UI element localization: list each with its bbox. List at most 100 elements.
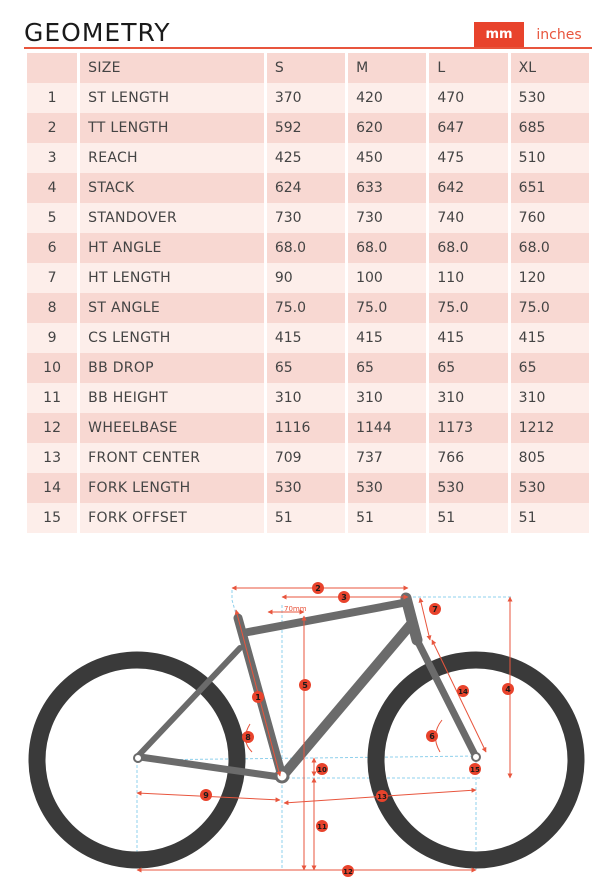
row-index: 15 — [27, 503, 78, 533]
table-row: 3 REACH 425 450 475 510 — [27, 143, 589, 173]
value-xl: 310 — [510, 383, 589, 413]
row-label: ST ANGLE — [80, 293, 264, 323]
table-row: 11 BB HEIGHT 310 310 310 310 — [27, 383, 589, 413]
header-cell-s: S — [266, 53, 346, 83]
dim-fork-length — [431, 639, 487, 753]
table-row: 10 BB DROP 65 65 65 65 — [27, 353, 589, 383]
dimension-marker-14 — [457, 685, 469, 697]
dimension-marker-label: 12 — [343, 868, 353, 876]
dimension-marker-8 — [242, 731, 254, 743]
bottom-bracket — [274, 768, 290, 784]
dimension-marker-15 — [469, 763, 481, 775]
dimension-marker-label: 7 — [432, 605, 438, 614]
row-label: ST LENGTH — [80, 83, 264, 113]
row-index: 13 — [27, 443, 78, 473]
value-s: 425 — [266, 143, 346, 173]
dimension-marker-label: 15 — [470, 766, 480, 774]
page-title: GEOMETRY — [24, 18, 171, 47]
table-row: 2 TT LENGTH 592 620 647 685 — [27, 113, 589, 143]
chain-stay — [136, 753, 284, 781]
value-xl: 51 — [510, 503, 589, 533]
top-tube — [239, 598, 412, 637]
value-l: 310 — [429, 383, 508, 413]
value-m: 310 — [348, 383, 427, 413]
dimension-marker-2 — [312, 582, 324, 594]
unit-toggle-inches[interactable]: inches — [536, 26, 582, 43]
title-divider — [24, 47, 592, 49]
unit-toggle-mm[interactable]: mm — [474, 22, 524, 47]
value-s: 68.0 — [266, 233, 346, 263]
row-index: 4 — [27, 173, 78, 203]
table-row: 13 FRONT CENTER 709 737 766 805 — [27, 443, 589, 473]
value-l: 740 — [429, 203, 508, 233]
table-row: 6 HT ANGLE 68.0 68.0 68.0 68.0 — [27, 233, 589, 263]
value-xl: 530 — [510, 83, 589, 113]
value-l: 470 — [429, 83, 508, 113]
dimension-marker-1 — [252, 691, 264, 703]
row-index: 8 — [27, 293, 78, 323]
value-l: 415 — [429, 323, 508, 353]
row-label: FRONT CENTER — [80, 443, 264, 473]
row-index: 3 — [27, 143, 78, 173]
value-s: 1116 — [266, 413, 346, 443]
value-xl: 120 — [510, 263, 589, 293]
dimension-marker-6 — [426, 730, 438, 742]
header-cell-m: M — [348, 53, 427, 83]
value-m: 1144 — [348, 413, 427, 443]
dimension-marker-7 — [429, 603, 441, 615]
value-s: 370 — [266, 83, 346, 113]
table-row: 1 ST LENGTH 370 420 470 530 — [27, 83, 589, 113]
dimension-marker-12 — [342, 865, 354, 877]
value-m: 68.0 — [348, 233, 427, 263]
value-l: 75.0 — [429, 293, 508, 323]
value-m: 530 — [348, 473, 427, 503]
value-xl: 651 — [510, 173, 589, 203]
dimension-marker-label: 5 — [302, 681, 308, 690]
dimension-marker-label: 2 — [315, 584, 321, 593]
row-index: 5 — [27, 203, 78, 233]
row-index: 10 — [27, 353, 78, 383]
dimension-marker-label: 6 — [429, 732, 435, 741]
table-row: 14 FORK LENGTH 530 530 530 530 — [27, 473, 589, 503]
row-index: 2 — [27, 113, 78, 143]
value-m: 100 — [348, 263, 427, 293]
row-index: 1 — [27, 83, 78, 113]
row-label: HT ANGLE — [80, 233, 264, 263]
value-xl: 685 — [510, 113, 589, 143]
value-m: 51 — [348, 503, 427, 533]
value-xl: 68.0 — [510, 233, 589, 263]
table-row: 7 HT LENGTH 90 100 110 120 — [27, 263, 589, 293]
value-xl: 510 — [510, 143, 589, 173]
table-row: 8 ST ANGLE 75.0 75.0 75.0 75.0 — [27, 293, 589, 323]
value-s: 709 — [266, 443, 346, 473]
dimension-marker-11 — [316, 820, 328, 832]
value-s: 530 — [266, 473, 346, 503]
table-row: 12 WHEELBASE 1116 1144 1173 1212 — [27, 413, 589, 443]
row-index: 14 — [27, 473, 78, 503]
value-l: 766 — [429, 443, 508, 473]
dimension-marker-13 — [376, 790, 388, 802]
row-label: FORK LENGTH — [80, 473, 264, 503]
dim-ht-length — [418, 597, 432, 641]
row-label: STANDOVER — [80, 203, 264, 233]
dimension-marker-10 — [316, 763, 328, 775]
dimension-marker-label: 3 — [341, 593, 347, 602]
value-s: 624 — [266, 173, 346, 203]
value-l: 475 — [429, 143, 508, 173]
value-m: 737 — [348, 443, 427, 473]
dimension-marker-label: 11 — [317, 823, 327, 831]
table-row: 5 STANDOVER 730 730 740 760 — [27, 203, 589, 233]
value-m: 65 — [348, 353, 427, 383]
down-tube — [281, 618, 417, 777]
dimension-marker-label: 8 — [245, 733, 251, 742]
row-label: REACH — [80, 143, 264, 173]
value-xl: 1212 — [510, 413, 589, 443]
value-m: 620 — [348, 113, 427, 143]
value-l: 530 — [429, 473, 508, 503]
value-l: 65 — [429, 353, 508, 383]
dimension-marker-label: 9 — [203, 791, 209, 800]
head-tube — [400, 592, 423, 646]
table-header-row: SIZE S M L XL — [27, 53, 589, 83]
value-s: 51 — [266, 503, 346, 533]
